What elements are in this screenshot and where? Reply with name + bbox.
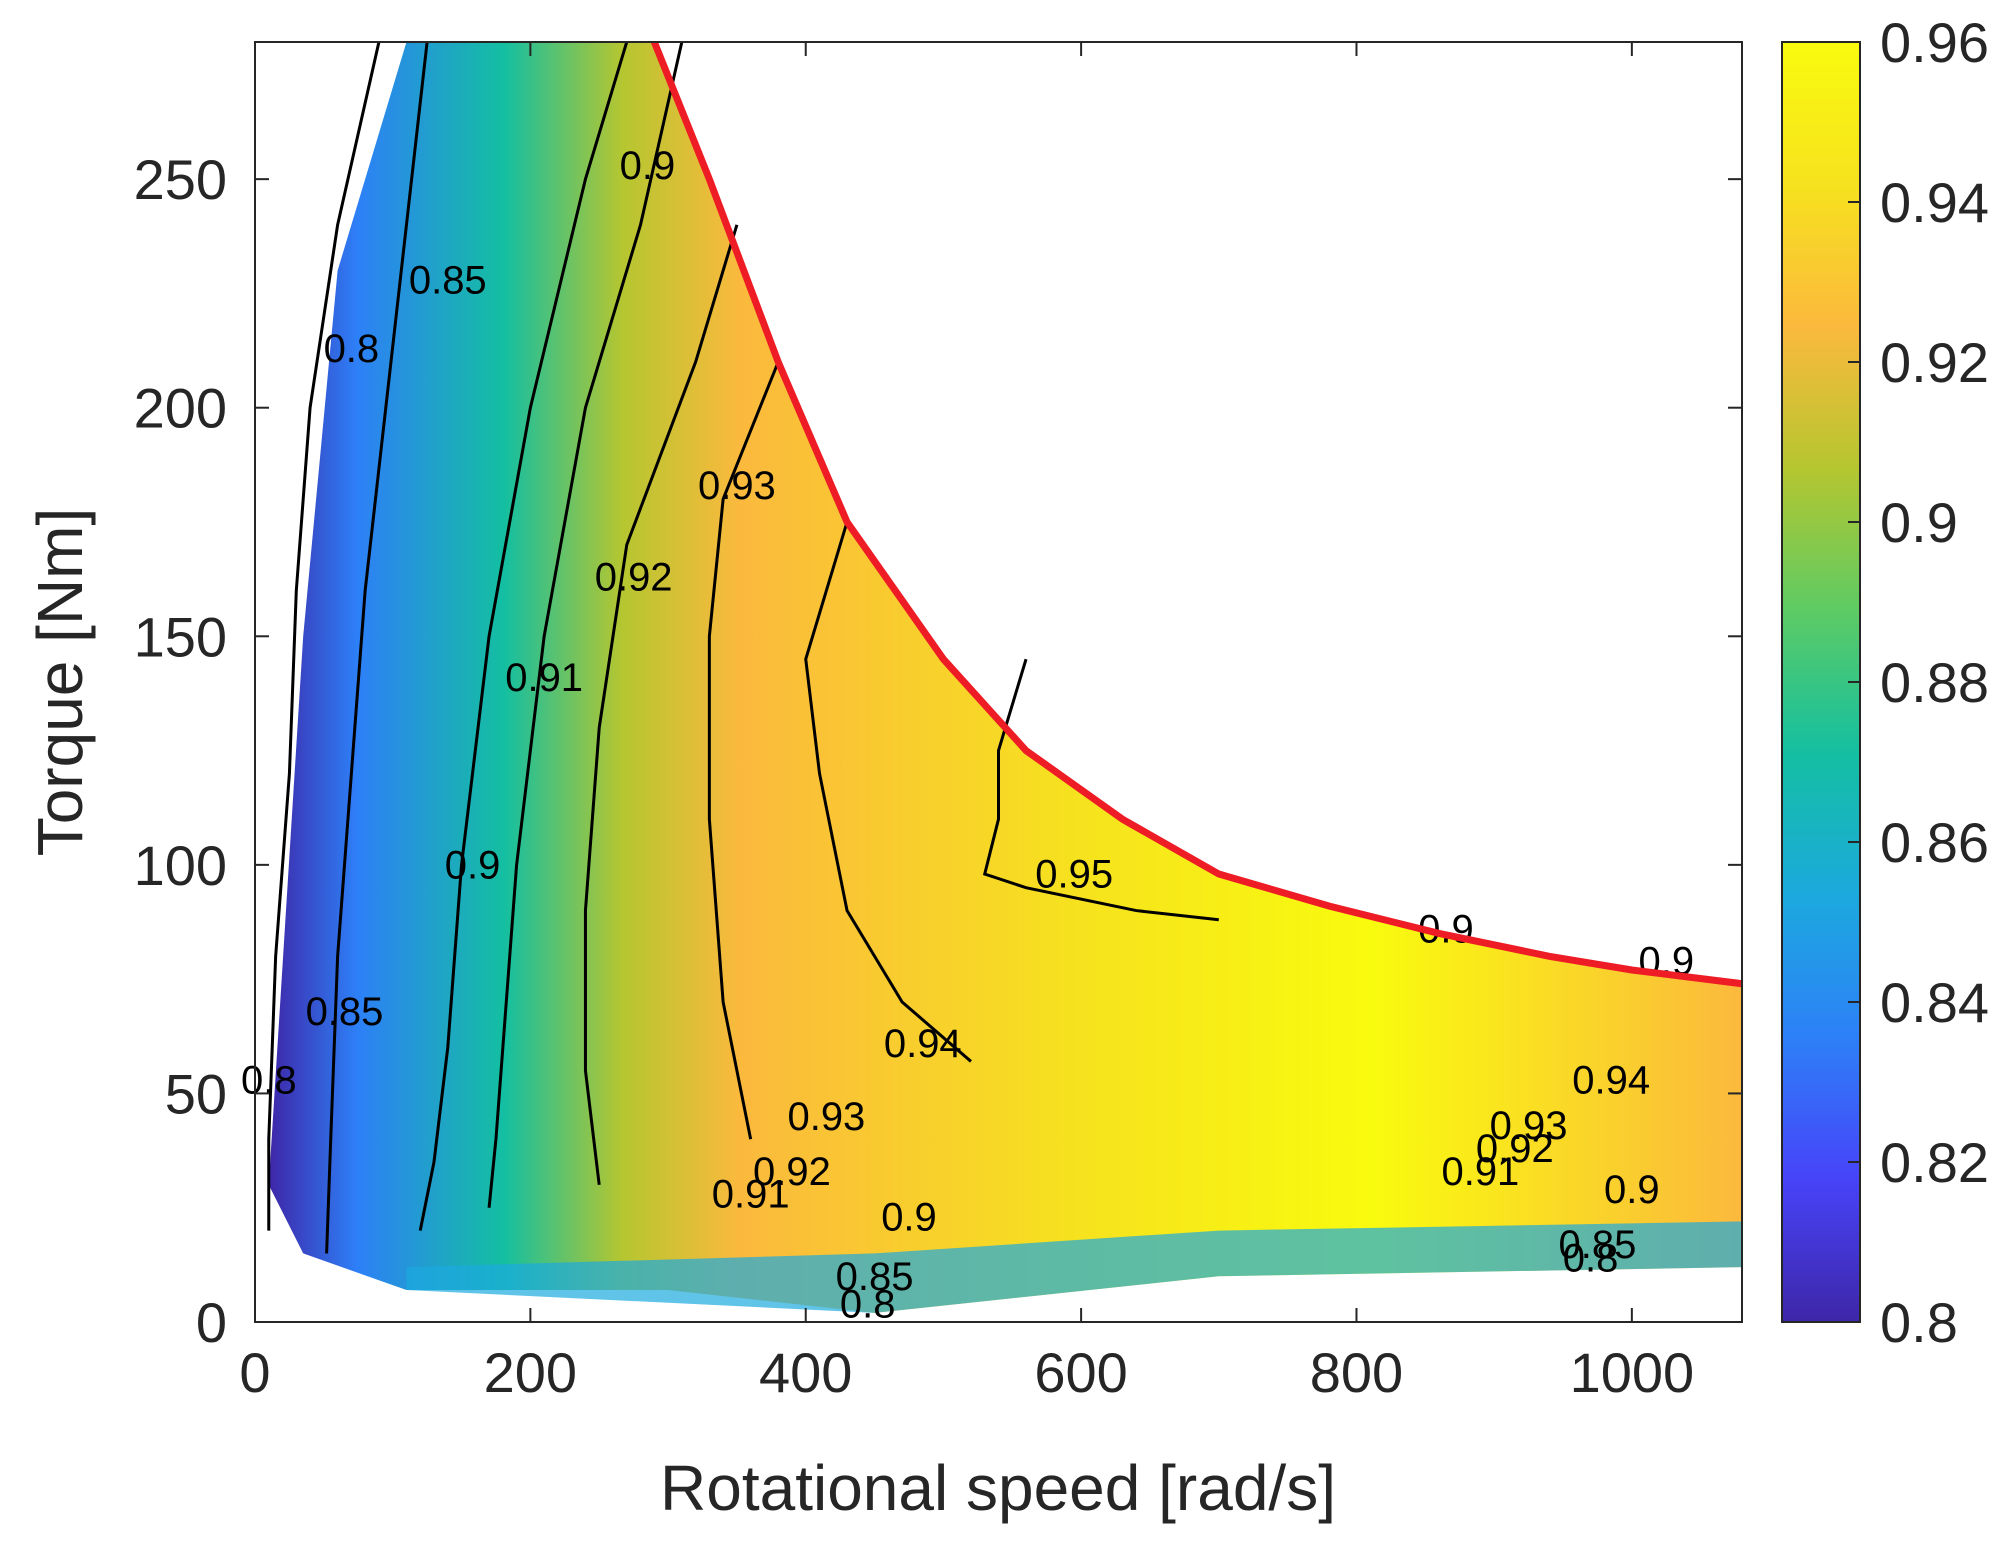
contour-label-1: 0.85 <box>409 258 487 302</box>
efficiency-band-low <box>406 1221 1742 1313</box>
cbar-tick-label-1: 0.82 <box>1880 1131 1989 1194</box>
contour-line-5 <box>707 361 780 1140</box>
efficiency-region <box>268 42 1742 1313</box>
contour-label-5: 0.91 <box>505 656 583 700</box>
cbar-tick-label-8: 0.96 <box>1880 11 1989 74</box>
contour-label-19: 0.94 <box>1572 1058 1650 1102</box>
colorbar-gradient <box>1781 41 1861 1323</box>
contour-line-3 <box>487 42 684 1208</box>
contour-lines <box>267 42 1219 1254</box>
contour-label-24: 0.85 <box>1559 1223 1637 1267</box>
contour-line-0 <box>267 42 381 1231</box>
cbar-tick-label-2: 0.84 <box>1880 971 1989 1034</box>
x-tick-label-1: 200 <box>484 1341 577 1404</box>
cbar-tick-label-0: 0.8 <box>1880 1291 1958 1354</box>
max-torque-curve <box>651 42 1742 988</box>
y-tick-label-1: 50 <box>165 1062 227 1125</box>
contour-label-25: 0.8 <box>1563 1237 1619 1281</box>
cbar-tick-label-5: 0.9 <box>1880 491 1958 554</box>
contour-label-23: 0.9 <box>1604 1168 1660 1212</box>
efficiency-fill <box>268 42 1742 1313</box>
contour-label-2: 0.9 <box>620 144 676 188</box>
contour-line-6 <box>804 521 972 1063</box>
contour-label-21: 0.92 <box>1476 1127 1554 1171</box>
contour-label-11: 0.93 <box>787 1095 865 1139</box>
y-tick-label-0: 0 <box>196 1291 227 1354</box>
y-tick-label-5: 250 <box>134 148 227 211</box>
x-axis: 0 200 400 600 800 1000 <box>239 42 1694 1404</box>
contour-label-20: 0.93 <box>1490 1104 1568 1148</box>
contour-line-4 <box>583 224 739 1186</box>
x-tick-label-4: 800 <box>1310 1341 1403 1404</box>
y-axis: 0 50 100 150 200 250 <box>134 148 1742 1354</box>
contour-label-0: 0.8 <box>324 327 380 371</box>
contour-label-14: 0.9 <box>881 1196 937 1240</box>
contour-label-9: 0.95 <box>1035 853 1113 897</box>
y-tick-label-2: 100 <box>134 834 227 897</box>
cbar-tick-label-3: 0.86 <box>1880 811 1989 874</box>
contour-label-3: 0.93 <box>698 464 776 508</box>
colorbar-ticks: 0.8 0.82 0.84 0.86 0.88 0.9 0.92 0.94 0.96 <box>1848 11 1989 1354</box>
y-axis-label: Torque [Nm] <box>24 508 96 857</box>
contour-label-7: 0.85 <box>306 990 384 1034</box>
cbar-tick-label-4: 0.88 <box>1880 651 1989 714</box>
contour-label-13: 0.91 <box>712 1173 790 1217</box>
contour-label-16: 0.8 <box>840 1282 896 1326</box>
contour-label-8: 0.8 <box>241 1058 297 1102</box>
y-tick-label-3: 150 <box>134 605 227 668</box>
plot-area: 0.80.850.90.930.920.910.90.850.80.950.94… <box>241 41 1743 1326</box>
contour-label-4: 0.92 <box>595 556 673 600</box>
contour-line-2 <box>418 42 629 1231</box>
contour-label-12: 0.92 <box>753 1150 831 1194</box>
contour-label-22: 0.91 <box>1441 1150 1519 1194</box>
x-tick-label-0: 0 <box>239 1341 270 1404</box>
axes-box <box>254 41 1743 1323</box>
x-axis-label: Rotational speed [rad/s] <box>660 1452 1336 1524</box>
cbar-tick-label-6: 0.92 <box>1880 331 1989 394</box>
colorbar: 0.8 0.82 0.84 0.86 0.88 0.9 0.92 0.94 0.96 <box>1781 11 1989 1354</box>
contour-labels: 0.80.850.90.930.920.910.90.850.80.950.94… <box>241 144 1694 1326</box>
x-tick-label-2: 400 <box>759 1341 852 1404</box>
contour-label-10: 0.94 <box>884 1022 962 1066</box>
contour-label-6: 0.9 <box>445 844 501 888</box>
contour-label-15: 0.85 <box>836 1255 914 1299</box>
x-tick-label-5: 1000 <box>1570 1341 1695 1404</box>
contour-line-7 <box>982 658 1219 922</box>
x-tick-label-3: 600 <box>1034 1341 1127 1404</box>
contour-line-1 <box>325 42 429 1254</box>
y-tick-label-4: 200 <box>134 377 227 440</box>
cbar-tick-label-7: 0.94 <box>1880 171 1989 234</box>
